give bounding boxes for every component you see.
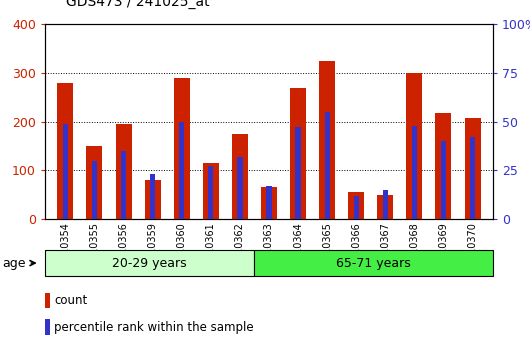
Text: 65-71 years: 65-71 years — [336, 257, 411, 269]
Bar — [436, 113, 452, 219]
Bar — [116, 124, 131, 219]
Bar — [174, 78, 190, 219]
Text: age: age — [2, 257, 35, 269]
Bar — [237, 157, 243, 219]
Bar — [441, 141, 446, 219]
Bar — [348, 192, 364, 219]
Bar — [290, 88, 306, 219]
Bar — [208, 166, 214, 219]
Bar — [45, 293, 50, 308]
Text: GDS473 / 241025_at: GDS473 / 241025_at — [66, 0, 210, 9]
Bar — [295, 127, 301, 219]
Bar — [150, 174, 155, 219]
Bar — [232, 134, 248, 219]
Bar — [121, 151, 126, 219]
Bar — [203, 163, 219, 219]
Bar — [92, 161, 97, 219]
Bar — [377, 195, 393, 219]
Bar — [324, 112, 330, 219]
Bar — [412, 126, 417, 219]
Text: count: count — [54, 294, 87, 307]
Bar — [407, 73, 422, 219]
Bar — [383, 190, 388, 219]
Bar — [57, 83, 73, 219]
Bar — [465, 118, 481, 219]
Bar — [354, 196, 359, 219]
Bar — [267, 186, 271, 219]
Bar — [86, 146, 102, 219]
Bar — [145, 180, 161, 219]
Text: 20-29 years: 20-29 years — [112, 257, 187, 269]
Bar — [179, 122, 184, 219]
Bar — [254, 250, 493, 276]
Bar — [261, 187, 277, 219]
Bar — [45, 319, 50, 335]
Bar — [63, 124, 68, 219]
Bar — [45, 250, 254, 276]
Bar — [470, 137, 475, 219]
Text: percentile rank within the sample: percentile rank within the sample — [54, 321, 254, 334]
Bar — [319, 61, 335, 219]
